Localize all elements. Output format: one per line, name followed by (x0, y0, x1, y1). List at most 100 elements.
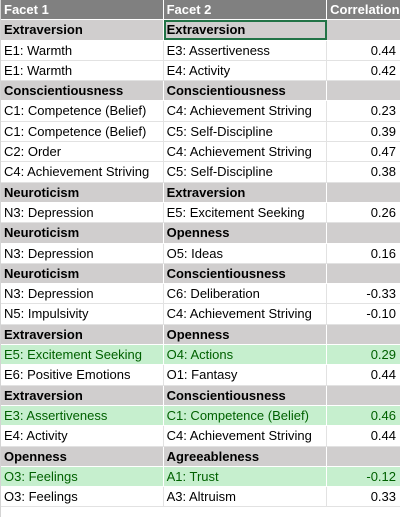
facet-2-cell[interactable]: E3: Assertiveness (164, 40, 328, 60)
selected-cell[interactable]: Extraversion (163, 20, 328, 40)
facet-1-cell[interactable]: C4: Achievement Striving (1, 162, 164, 182)
facet-1-cell[interactable]: Neuroticism (1, 182, 164, 202)
group-header-row: Extraversion Openness (1, 324, 400, 346)
table-row: E4: Activity C4: Achievement Striving 0.44 (1, 426, 400, 447)
facet-1-cell[interactable]: Extraversion (1, 324, 164, 345)
facet-1-cell[interactable]: E1: Warmth (1, 40, 164, 60)
facet-2-cell[interactable]: A1: Trust (164, 466, 328, 487)
facet-2-cell[interactable]: C6: Deliberation (164, 284, 328, 304)
facet-1-cell[interactable]: E4: Activity (1, 426, 164, 446)
correlation-cell[interactable] (327, 447, 400, 466)
table-row: N3: Depression E5: Excitement Seeking 0.26 (1, 202, 400, 224)
facet-1-cell[interactable]: N3: Depression (1, 202, 164, 223)
correlation-cell[interactable]: 0.42 (370, 62, 396, 78)
highlighted-row: E5: Excitement Seeking O4: Actions 0.29 (1, 345, 400, 366)
facet-1-cell[interactable]: E3: Assertiveness (1, 405, 164, 426)
correlation-cell[interactable] (327, 264, 400, 283)
facet-2-cell[interactable]: C5: Self-Discipline (164, 162, 328, 182)
correlation-cell[interactable]: 0.39 (370, 123, 396, 139)
facet-1-cell[interactable]: C1: Competence (Belief) (1, 101, 164, 121)
table-row: N3: Depression O5: Ideas 0.16 (1, 243, 400, 264)
correlation-cell[interactable]: 0.26 (370, 204, 396, 220)
table-row: C1: Competence (Belief) C4: Achievement S… (1, 101, 400, 122)
correlation-cell[interactable]: 0.44 (370, 428, 396, 444)
correlation-cell[interactable]: 0.44 (370, 367, 396, 383)
correlation-cell[interactable]: 0.44 (370, 42, 396, 58)
correlation-cell[interactable]: 0.29 (370, 347, 396, 363)
facet-2-cell[interactable]: O1: Fantasy (164, 365, 328, 385)
facet-2-cell[interactable]: C4: Achievement Striving (164, 426, 328, 446)
group-header-row: Neuroticism Openness (1, 223, 400, 244)
facet-1-cell[interactable]: Extraversion (1, 20, 164, 40)
table-row: N5: Impulsivity C4: Achievement Striving -… (1, 304, 400, 325)
facet-2-cell[interactable]: O4: Actions (164, 345, 328, 365)
table-row: C4: Achievement Striving C5: Self-Discipl… (1, 162, 400, 183)
correlation-cell[interactable] (327, 386, 400, 405)
facet-2-cell[interactable]: Conscientiousness (164, 81, 328, 101)
correlation-cell[interactable]: -0.33 (366, 286, 396, 302)
table-row: C1: Competence (Belief) C5: Self-Discipli… (1, 121, 400, 143)
facet-2-cell[interactable]: A3: Altruism (164, 487, 328, 507)
facet-2-cell[interactable]: Conscientiousness (164, 385, 328, 405)
facet-2-cell[interactable]: E5: Excitement Seeking (164, 202, 328, 223)
facet-1-cell[interactable]: O3: Feelings (1, 466, 164, 487)
group-header-row: Extraversion Extraversion (1, 20, 400, 41)
correlation-cell[interactable] (327, 81, 400, 100)
table-row: O3: Feelings A3: Altruism 0.33 (1, 487, 400, 508)
correlation-cell[interactable] (327, 183, 400, 202)
facet-1-cell[interactable]: C1: Competence (Belief) (1, 121, 164, 142)
table-body: Extraversion Extraversion E1: Warmth E3: As… (1, 20, 400, 508)
facet-1-cell[interactable]: Neuroticism (1, 263, 164, 284)
table-row: E1: Warmth E3: Assertiveness 0.44 (1, 40, 400, 61)
facet-1-cell[interactable]: N5: Impulsivity (1, 304, 164, 324)
facet-2-cell[interactable]: Openness (164, 324, 328, 345)
facet-1-cell[interactable]: Extraversion (1, 385, 164, 405)
facet-2-cell[interactable]: Conscientiousness (164, 263, 328, 284)
facet-2-cell[interactable]: C5: Self-Discipline (164, 121, 328, 142)
facet-1-cell[interactable]: Openness (1, 446, 164, 466)
facet-1-cell[interactable]: N3: Depression (1, 243, 164, 263)
facet-2-cell[interactable]: C4: Achievement Striving (164, 304, 328, 324)
facet-1-cell[interactable]: C2: Order (1, 142, 164, 162)
correlation-cell[interactable] (327, 20, 400, 39)
facet-1-cell[interactable]: N3: Depression (1, 284, 164, 304)
group-header-row: Neuroticism Conscientiousness (1, 263, 400, 285)
correlation-cell[interactable]: 0.38 (370, 164, 396, 180)
facet-2-cell[interactable]: C4: Achievement Striving (164, 142, 328, 162)
highlighted-row: E3: Assertiveness C1: Competence (Belief)… (1, 405, 400, 427)
correlation-cell[interactable]: -0.12 (366, 468, 396, 484)
header-row: Facet 1 Facet 2 Correlation (1, 0, 400, 21)
correlation-cell[interactable] (327, 325, 400, 344)
facet-2-cell[interactable]: E4: Activity (164, 60, 328, 81)
correlation-cell[interactable] (327, 223, 400, 242)
correlation-cell[interactable]: 0.23 (370, 103, 396, 119)
correlation-cell[interactable]: 0.33 (370, 489, 396, 505)
facet-1-cell[interactable]: Neuroticism (1, 223, 164, 243)
header-facet-2[interactable]: Facet 2 (164, 0, 328, 20)
table-row: E1: Warmth E4: Activity 0.42 (1, 60, 400, 82)
header-facet-1[interactable]: Facet 1 (1, 0, 164, 20)
facet-2-cell[interactable]: C4: Achievement Striving (164, 101, 328, 121)
table-row: E6: Positive Emotions O1: Fantasy 0.44 (1, 365, 400, 386)
group-header-row: Neuroticism Extraversion (1, 182, 400, 203)
highlighted-row: O3: Feelings A1: Trust -0.12 (1, 466, 400, 488)
facet-1-cell[interactable]: E6: Positive Emotions (1, 365, 164, 385)
header-correlation[interactable]: Correlation (330, 2, 400, 17)
group-header-row: Openness Agreeableness (1, 446, 400, 467)
group-header-row: Conscientiousness Conscientiousness (1, 81, 400, 102)
facet-2-cell[interactable]: Agreeableness (164, 446, 328, 466)
facet-1-cell[interactable]: E5: Excitement Seeking (1, 345, 164, 365)
facet-2-cell[interactable]: Extraversion (164, 182, 328, 202)
correlation-cell[interactable]: 0.46 (370, 407, 396, 423)
table-row: N3: Depression C6: Deliberation -0.33 (1, 284, 400, 305)
correlation-cell[interactable]: 0.16 (370, 245, 396, 261)
facet-2-cell[interactable]: O5: Ideas (164, 243, 328, 263)
facet-2-cell[interactable]: C1: Competence (Belief) (164, 405, 328, 426)
facet-1-cell[interactable]: E1: Warmth (1, 60, 164, 81)
correlation-cell[interactable]: 0.47 (370, 144, 396, 160)
facet-1-cell[interactable]: O3: Feelings (1, 487, 164, 507)
correlation-cell[interactable]: -0.10 (366, 306, 396, 322)
facet-1-cell[interactable]: Conscientiousness (1, 81, 164, 101)
facet-2-cell[interactable]: Openness (164, 223, 328, 243)
